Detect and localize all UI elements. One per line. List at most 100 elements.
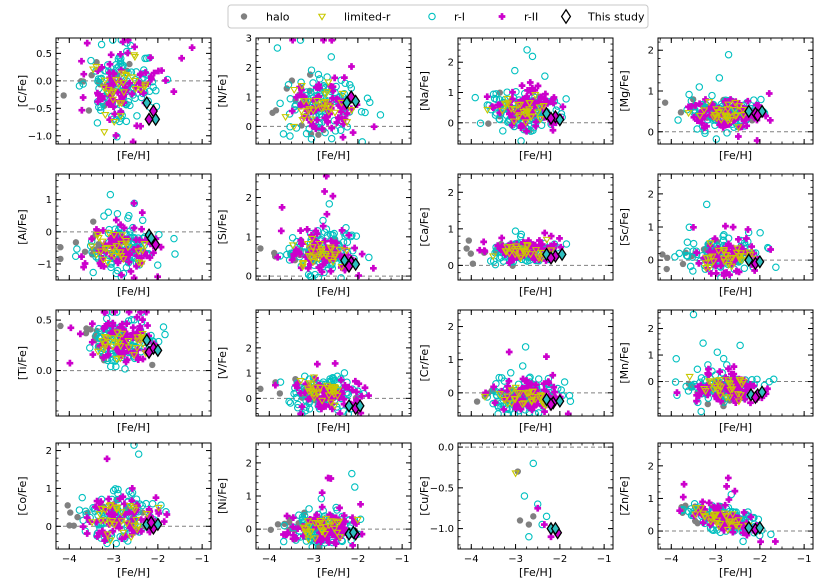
r-II-point bbox=[124, 347, 132, 355]
r-II-point bbox=[133, 262, 140, 270]
r-II-point bbox=[551, 388, 558, 396]
r-I-point bbox=[286, 94, 295, 103]
r-II-point bbox=[105, 69, 113, 77]
r-II-point bbox=[343, 384, 351, 391]
r-II-point bbox=[145, 332, 153, 340]
r-II-point bbox=[552, 394, 559, 402]
r-II-point bbox=[288, 256, 296, 264]
r-II-point bbox=[750, 382, 758, 390]
r-I-point bbox=[286, 399, 295, 407]
this-study-point bbox=[355, 398, 365, 413]
r-II-point bbox=[508, 114, 516, 121]
limited-r-point bbox=[298, 117, 307, 125]
r-II-point bbox=[348, 63, 355, 70]
r-II-point bbox=[312, 84, 320, 91]
limited-r-point bbox=[141, 81, 150, 89]
r-II-point bbox=[503, 387, 511, 395]
limited-r-point bbox=[733, 391, 743, 399]
r-II-point bbox=[123, 320, 131, 327]
limited-r-point bbox=[324, 387, 334, 395]
r-I-point bbox=[699, 339, 707, 347]
r-II-point bbox=[116, 524, 123, 532]
r-II-point bbox=[294, 525, 301, 533]
r-II-point bbox=[506, 250, 513, 258]
r-II-point bbox=[762, 390, 770, 398]
r-I-point bbox=[171, 250, 179, 258]
limited-r-point bbox=[721, 512, 731, 520]
r-II-point bbox=[302, 380, 310, 388]
axes-frame bbox=[657, 442, 814, 550]
limited-r-point bbox=[537, 255, 546, 263]
r-II-point bbox=[117, 236, 124, 243]
limited-r-point bbox=[136, 86, 146, 94]
r-II-point bbox=[719, 119, 727, 127]
r-II-point bbox=[319, 222, 327, 230]
limited-r-point bbox=[731, 521, 741, 529]
r-II-point bbox=[726, 271, 733, 279]
r-I-point bbox=[296, 38, 305, 44]
limited-r-point bbox=[308, 244, 317, 252]
axes-frame bbox=[55, 173, 212, 281]
limited-r-point bbox=[535, 104, 544, 112]
y-tick-label: 0 bbox=[648, 256, 654, 267]
this-study-point bbox=[146, 231, 156, 246]
x-tick-label: −3 bbox=[508, 554, 523, 565]
r-II-point bbox=[351, 377, 359, 385]
y-tick-label: 2 bbox=[648, 46, 654, 57]
r-II-point bbox=[308, 231, 315, 239]
this-study-point bbox=[153, 343, 163, 358]
r-I-point bbox=[86, 344, 94, 352]
r-II-point bbox=[727, 370, 735, 378]
legend-label: This study bbox=[587, 11, 645, 24]
r-II-point bbox=[504, 383, 511, 390]
r-II-point bbox=[126, 508, 133, 516]
r-II-point bbox=[295, 248, 303, 256]
halo-point bbox=[74, 513, 81, 521]
r-II-point bbox=[318, 253, 326, 261]
r-II-point bbox=[136, 236, 143, 244]
r-I-point bbox=[159, 323, 168, 331]
r-II-point bbox=[523, 377, 530, 384]
limited-r-point bbox=[695, 112, 705, 120]
r-II-point bbox=[498, 234, 506, 242]
r-II-point bbox=[79, 523, 87, 530]
limited-r-point bbox=[113, 249, 122, 257]
y-tick-label: 0.0 bbox=[36, 76, 52, 87]
r-II-point bbox=[142, 236, 149, 244]
r-II-point bbox=[349, 514, 356, 522]
r-II-point bbox=[704, 514, 712, 522]
r-II-point bbox=[510, 256, 517, 263]
r-II-point bbox=[500, 406, 508, 413]
y-tick-label: 0 bbox=[648, 527, 654, 538]
limited-r-point bbox=[330, 525, 339, 533]
limited-r-point bbox=[728, 386, 737, 394]
r-II-point bbox=[102, 506, 110, 514]
r-I-point bbox=[286, 132, 294, 140]
limited-r-point bbox=[329, 391, 339, 399]
y-tick-label: 2 bbox=[448, 188, 454, 199]
r-I-point bbox=[719, 354, 728, 363]
r-I-point bbox=[562, 240, 571, 248]
limited-r-point bbox=[704, 99, 714, 107]
limited-r-point bbox=[117, 232, 127, 240]
r-II-point bbox=[528, 380, 535, 388]
limited-r-point bbox=[724, 101, 733, 109]
r-II-point bbox=[536, 237, 543, 244]
limited-r-point bbox=[154, 504, 163, 512]
y-tick-label: 0.0 bbox=[438, 443, 454, 454]
r-II-point bbox=[521, 101, 529, 108]
limited-r-point bbox=[525, 106, 534, 114]
r-II-point bbox=[307, 108, 315, 116]
r-II-point bbox=[538, 245, 546, 253]
r-II-point bbox=[142, 69, 149, 76]
limited-r-point bbox=[483, 106, 492, 114]
r-II-point bbox=[541, 229, 549, 237]
r-II-point bbox=[748, 243, 756, 250]
legend-label: r-II bbox=[524, 11, 538, 24]
r-I-point bbox=[96, 106, 105, 115]
y-tick-label: −1.0 bbox=[28, 131, 52, 142]
limited-r-point bbox=[101, 517, 110, 525]
limited-r-point bbox=[722, 394, 731, 402]
r-II-point bbox=[134, 502, 141, 510]
r-II-point bbox=[698, 115, 706, 123]
